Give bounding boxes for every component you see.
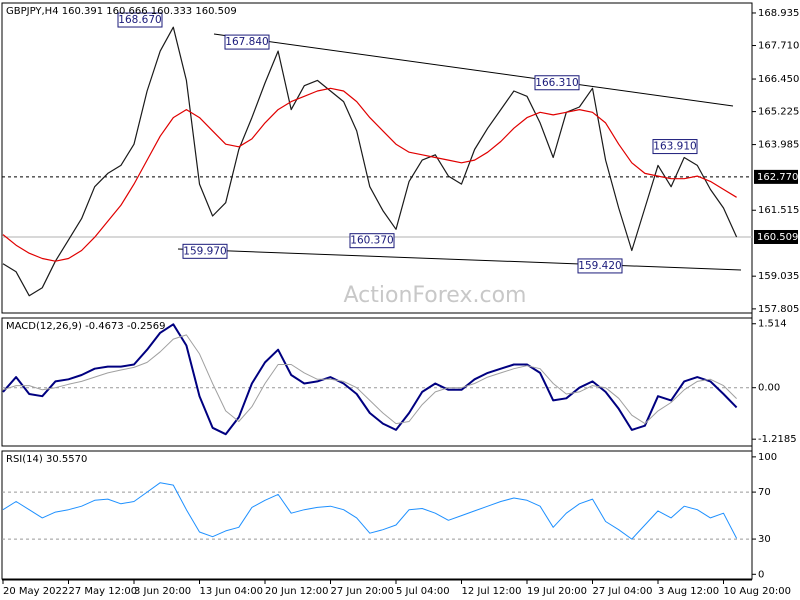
x-tick-label: 13 Jun 04:00: [200, 586, 264, 597]
annotation-box: [117, 12, 163, 28]
x-tick-label: 20 Jun 12:00: [265, 586, 329, 597]
y-tick-label: 167.710: [758, 41, 799, 52]
y-tick-label: 100: [758, 452, 777, 463]
y-tick-label: 166.450: [758, 74, 799, 85]
panel-title: RSI(14) 30.5570: [6, 454, 87, 465]
x-tick-label: 3 Jun 20:00: [134, 586, 191, 597]
x-tick-label: 27 Jun 20:00: [331, 586, 395, 597]
annotation-label: 167.840: [225, 36, 268, 48]
annotation-label: 168.670: [118, 14, 161, 26]
annotation-box: [534, 75, 580, 91]
y-tick-label: 30: [758, 534, 771, 545]
annotation-box: [224, 34, 270, 50]
trend-line: [213, 33, 734, 107]
y-tick-label: 157.805: [758, 304, 799, 315]
panel-frame: [1, 450, 753, 580]
annotation-label: 159.420: [578, 260, 621, 272]
y-tick-label: 161.515: [758, 205, 799, 216]
y-tick-label: 70: [758, 487, 771, 498]
y-tick-label: 168.935: [758, 8, 799, 19]
x-tick-label: 27 Jul 04:00: [593, 586, 653, 597]
y-tick-label: -1.2185: [758, 434, 797, 445]
annotation-box: [577, 258, 623, 274]
series-line: [2, 334, 737, 425]
x-tick-label: 5 Jul 04:00: [396, 586, 450, 597]
x-tick-label: 12 Jul 12:00: [462, 586, 522, 597]
annotation-label: 166.310: [535, 77, 578, 89]
annotation-box: [182, 243, 228, 259]
y-tick-label: 159.035: [758, 271, 799, 282]
x-tick-label: 27 May 12:00: [69, 586, 138, 597]
price-level-label: 162.770: [757, 172, 798, 183]
price-level-box: [754, 169, 798, 184]
price-level-label: 160.509: [757, 232, 798, 243]
annotation-box: [349, 233, 395, 249]
y-tick-label: 165.225: [758, 107, 799, 118]
price-level-box: [754, 229, 798, 244]
series-line: [2, 87, 737, 262]
panel-title: GBPJPY,H4 160.391 160.666 160.333 160.50…: [6, 6, 237, 17]
x-tick-label: 3 Aug 12:00: [658, 586, 719, 597]
annotation-label: 160.370: [350, 235, 393, 247]
y-tick-label: 163.985: [758, 140, 799, 151]
x-tick-label: 19 Jul 20:00: [527, 586, 587, 597]
annotation-box: [652, 139, 698, 155]
x-tick-label: 10 Aug 20:00: [724, 586, 791, 597]
y-tick-label: 0.00: [758, 383, 780, 394]
panel-title: MACD(12,26,9) -0.4673 -0.2569: [6, 321, 166, 332]
series-line: [2, 323, 738, 436]
watermark: ActionForex.com: [344, 283, 527, 308]
x-tick-label: 20 May 2022: [3, 586, 68, 597]
annotation-label: 163.910: [653, 141, 696, 153]
y-tick-label: 1.514: [758, 319, 787, 330]
trend-line: [177, 248, 742, 271]
annotation-label: 159.970: [183, 245, 226, 257]
y-tick-label: 0: [758, 569, 764, 580]
series-line: [2, 26, 738, 297]
series-line: [2, 482, 738, 540]
